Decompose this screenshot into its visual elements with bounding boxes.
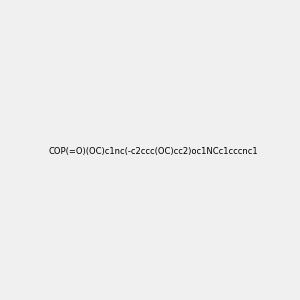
Text: COP(=O)(OC)c1nc(-c2ccc(OC)cc2)oc1NCc1cccnc1: COP(=O)(OC)c1nc(-c2ccc(OC)cc2)oc1NCc1ccc… [49, 147, 259, 156]
